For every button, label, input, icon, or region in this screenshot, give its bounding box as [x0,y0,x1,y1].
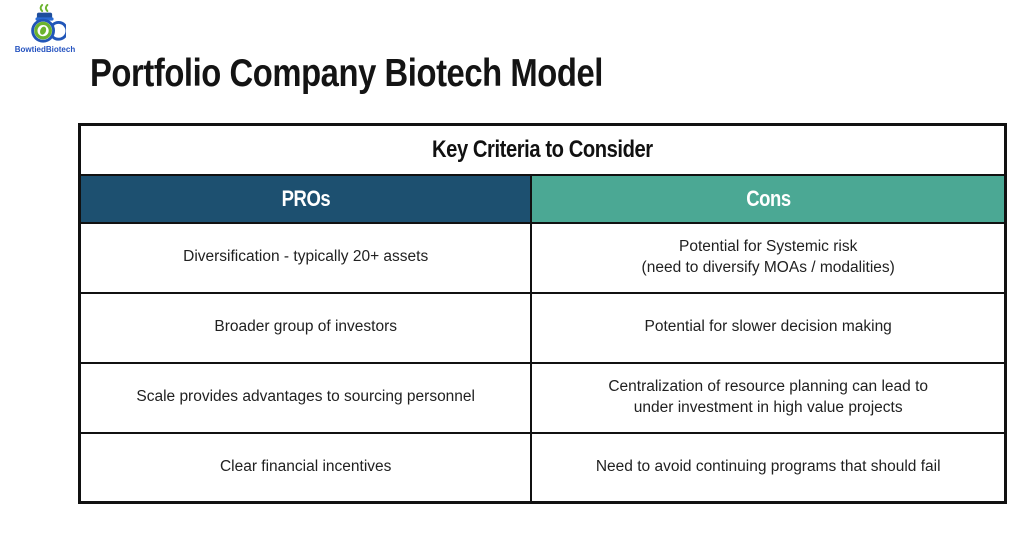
pro-cell: Scale provides advantages to sourcing pe… [78,361,533,434]
pros-header-label: PROs [281,185,331,211]
pro-text: Scale provides advantages to sourcing pe… [136,388,475,406]
criteria-table: Key Criteria to Consider PROs Cons Diver… [78,123,1007,504]
con-cell: Potential for slower decision making [530,291,1007,364]
con-text: Potential for Systemic risk (need to div… [641,237,895,276]
pro-cell: Broader group of investors [78,291,533,364]
table-row: Diversification - typically 20+ assets P… [78,221,1007,294]
con-text: Potential for slower decision making [644,318,892,336]
logo: BowtiedBiotech [12,4,78,54]
pro-cell: Clear financial incentives [78,431,533,504]
table-row: Clear financial incentives Need to avoid… [78,431,1007,504]
column-header-cons: Cons [530,173,1007,224]
coffee-mug-icon [31,4,66,43]
con-text: Need to avoid continuing programs that s… [595,457,941,475]
pro-text: Broader group of investors [214,318,398,336]
pro-text: Diversification - typically 20+ assets [183,248,429,266]
table-row: Scale provides advantages to sourcing pe… [78,361,1007,434]
logo-text: BowtiedBiotech [14,45,76,54]
column-header-row: PROs Cons [78,173,1007,224]
page-title: Portfolio Company Biotech Model [90,52,603,95]
con-text: Centralization of resource planning can … [608,377,929,416]
con-cell: Potential for Systemic risk (need to div… [530,221,1007,294]
con-cell: Need to avoid continuing programs that s… [530,431,1007,504]
cons-header-label: Cons [745,185,791,211]
pro-cell: Diversification - typically 20+ assets [78,221,533,294]
pro-text: Clear financial incentives [219,457,392,475]
table-title-row: Key Criteria to Consider [78,123,1007,176]
con-cell: Centralization of resource planning can … [530,361,1007,434]
table-title-cell: Key Criteria to Consider [78,123,1007,176]
column-header-pros: PROs [78,173,533,224]
table-row: Broader group of investors Potential for… [78,291,1007,364]
table-title: Key Criteria to Consider [432,135,653,163]
